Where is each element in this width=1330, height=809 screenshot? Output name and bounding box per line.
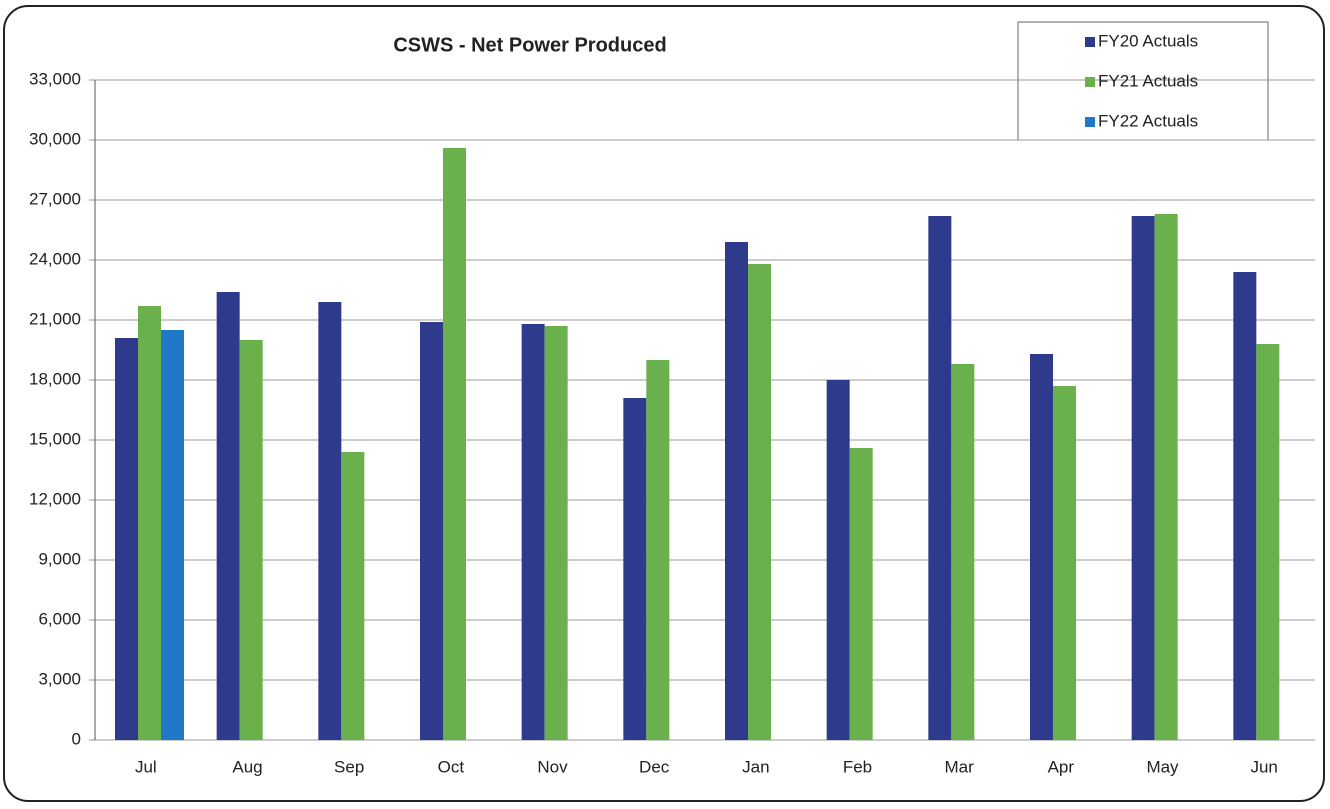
y-tick-label: 30,000 [29,129,81,148]
bar [623,398,647,740]
x-tick-label: Nov [537,757,568,776]
legend-box [1017,21,1269,141]
bar [646,360,670,740]
bar [748,264,771,740]
bar [239,340,263,740]
bar [341,452,365,740]
bar [725,242,748,740]
bar [420,322,443,740]
x-tick-label: Aug [232,757,262,776]
y-tick-label: 21,000 [29,309,81,328]
x-tick-label: Dec [639,757,670,776]
x-tick-label: Feb [843,757,872,776]
bar [544,326,568,740]
y-tick-label: 6,000 [38,609,81,628]
bar [928,216,952,740]
x-tick-label: Jul [135,757,157,776]
bar [1233,272,1257,740]
bar [521,324,545,740]
bar [161,330,184,740]
bar [1256,344,1280,740]
chart-title: CSWS - Net Power Produced [393,34,666,56]
legend-label: FY21 Actuals [1098,71,1198,90]
y-tick-label: 27,000 [29,189,81,208]
x-tick-label: May [1146,757,1179,776]
bar [443,148,466,740]
y-tick-label: 15,000 [29,429,81,448]
y-tick-label: 18,000 [29,369,81,388]
bar [1030,354,1053,740]
y-tick-label: 12,000 [29,489,81,508]
x-tick-label: Oct [438,757,465,776]
y-tick-label: 0 [72,729,81,748]
legend-label: FY20 Actuals [1098,31,1198,50]
bar [115,338,138,740]
legend-label: FY22 Actuals [1098,111,1198,130]
x-tick-label: Apr [1048,757,1075,776]
x-tick-label: Mar [945,757,975,776]
y-tick-label: 24,000 [29,249,81,268]
bar [1131,216,1155,740]
x-tick-label: Jun [1250,757,1277,776]
bar [951,364,975,740]
y-tick-label: 9,000 [38,549,81,568]
bar [138,306,161,740]
y-tick-label: 33,000 [29,69,81,88]
x-tick-label: Jan [742,757,769,776]
bar [216,292,240,740]
legend-swatch [1085,77,1095,87]
bar [849,448,873,740]
bar [318,302,342,740]
legend-swatch [1085,37,1095,47]
bar [826,380,850,740]
bar [1154,214,1178,740]
legend-swatch [1085,117,1095,127]
y-tick-label: 3,000 [38,669,81,688]
bar [1053,386,1076,740]
x-tick-label: Sep [334,757,364,776]
